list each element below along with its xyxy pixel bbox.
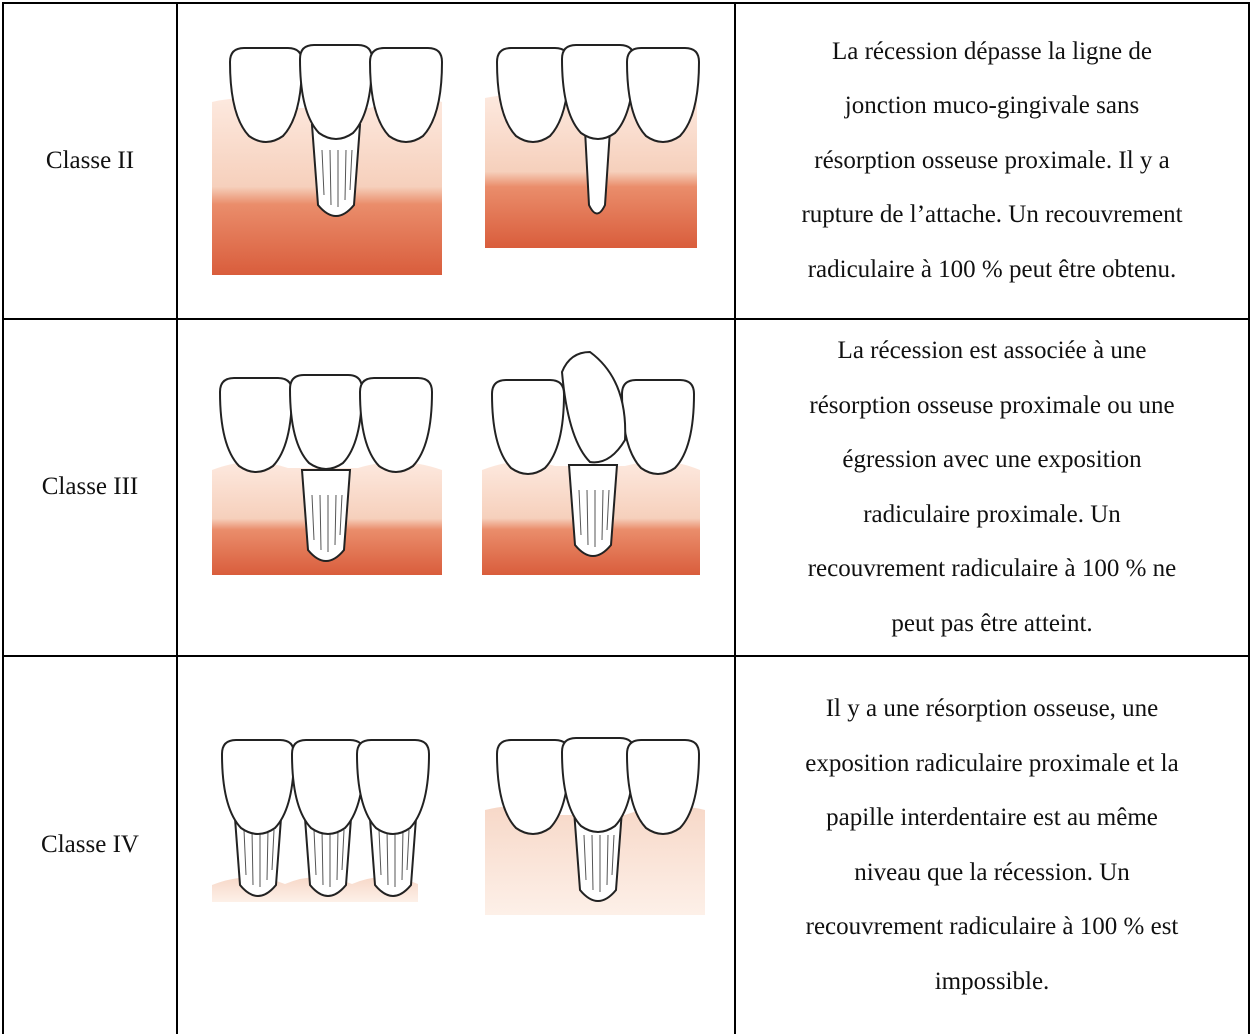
border [2,2,4,1034]
description-line: La récession dépasse la ligne de [831,37,1152,65]
description: Il y a une résorption osseuse, une exposi… [736,657,1248,1034]
illustration-class-4a [212,739,430,902]
border [2,655,1250,657]
description-line: papille interdentaire est au même [826,804,1158,831]
illustration-class-2b [485,44,700,248]
border [734,2,736,1034]
description-line: égression avec une exposition [842,446,1142,473]
description-line: peut pas être atteint. [891,609,1093,637]
description-line: résorption osseuse proximale ou une [809,391,1175,419]
class-label: Classe III [4,320,176,655]
border [2,2,1250,4]
description: La récession est associée à une résorptio… [736,320,1248,655]
description-line: rupture de l’attache. Un recouvrement [801,201,1183,229]
label-text: Classe III [41,473,139,501]
illustration-class-2a [212,44,443,276]
description-line: exposition radiculaire proximale et la [805,749,1179,777]
illustration-class-3b [482,350,700,575]
label-text: Classe II [45,146,135,174]
description-line: recouvrement radiculaire à 100 % est [805,913,1179,940]
description: La récession dépasse la ligne de jonction… [736,4,1248,318]
description-line: radiculaire proximale. Un [863,500,1121,528]
border [1248,2,1250,1034]
description-line: impossible. [934,967,1050,995]
illustration-class-3a [212,374,442,575]
border [176,2,178,1034]
description-line: La récession est associée à une [837,337,1147,364]
description-line: radiculaire à 100 % peut être obtenu. [807,255,1177,283]
illustration-class-4b [485,737,705,915]
border [2,318,1250,320]
class-label: Classe IV [4,657,176,1034]
class-label: Classe II [4,4,176,318]
description-line: résorption osseuse proximale. Il y a [814,146,1170,174]
description-line: Il y a une résorption osseuse, une [825,695,1159,722]
description-line: jonction muco-gingivale sans [844,92,1140,120]
label-text: Classe IV [41,831,139,859]
description-line: recouvrement radiculaire à 100 % ne [807,555,1177,582]
description-line: niveau que la récession. Un [854,858,1130,886]
